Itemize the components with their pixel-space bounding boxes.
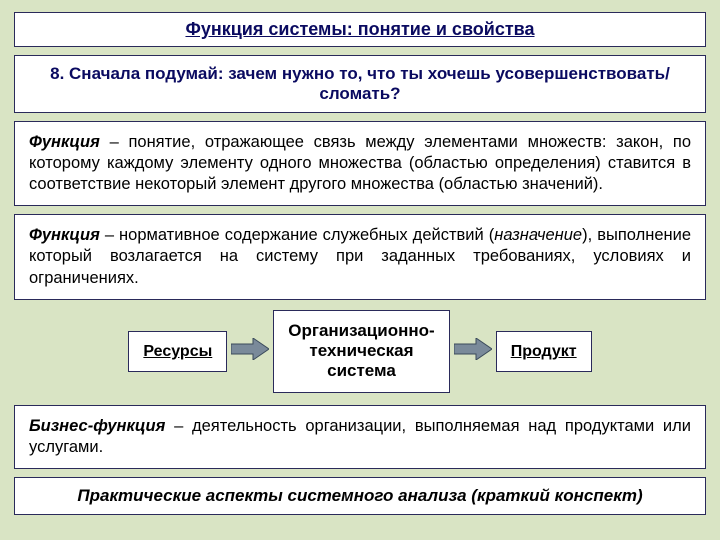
subtitle-box: 8. Сначала подумай: зачем нужно то, что …: [14, 55, 706, 113]
node-resources: Ресурсы: [128, 331, 227, 372]
footer-box: Практические аспекты системного анализа …: [14, 477, 706, 515]
def1-rest: – понятие, отражающее связь между элемен…: [29, 133, 691, 193]
def2-term: Функция: [29, 226, 100, 244]
footer-text: Практические аспекты системного анализа …: [77, 486, 642, 505]
node-system-l1: Организационно-техническаясистема: [288, 321, 434, 381]
page-title: Функция системы: понятие и свойства: [185, 19, 534, 39]
definition-3: Бизнес-функция – деятельность организаци…: [14, 405, 706, 469]
node-system: Организационно-техническаясистема: [273, 310, 449, 393]
subtitle-text: 8. Сначала подумай: зачем нужно то, что …: [50, 64, 670, 103]
arrow-icon: [454, 338, 492, 365]
title-box: Функция системы: понятие и свойства: [14, 12, 706, 47]
def2-em: назначение: [494, 226, 582, 244]
node-product: Продукт: [496, 331, 592, 372]
flow-diagram: Ресурсы Организационно-техническаясистем…: [14, 310, 706, 393]
def1-term: Функция: [29, 133, 100, 151]
def2-part1: – нормативное содержание служебных дейст…: [100, 226, 494, 244]
arrow-icon: [231, 338, 269, 365]
definition-2: Функция – нормативное содержание служебн…: [14, 214, 706, 299]
def3-term: Бизнес-функция: [29, 417, 165, 435]
definition-1: Функция – понятие, отражающее связь межд…: [14, 121, 706, 206]
